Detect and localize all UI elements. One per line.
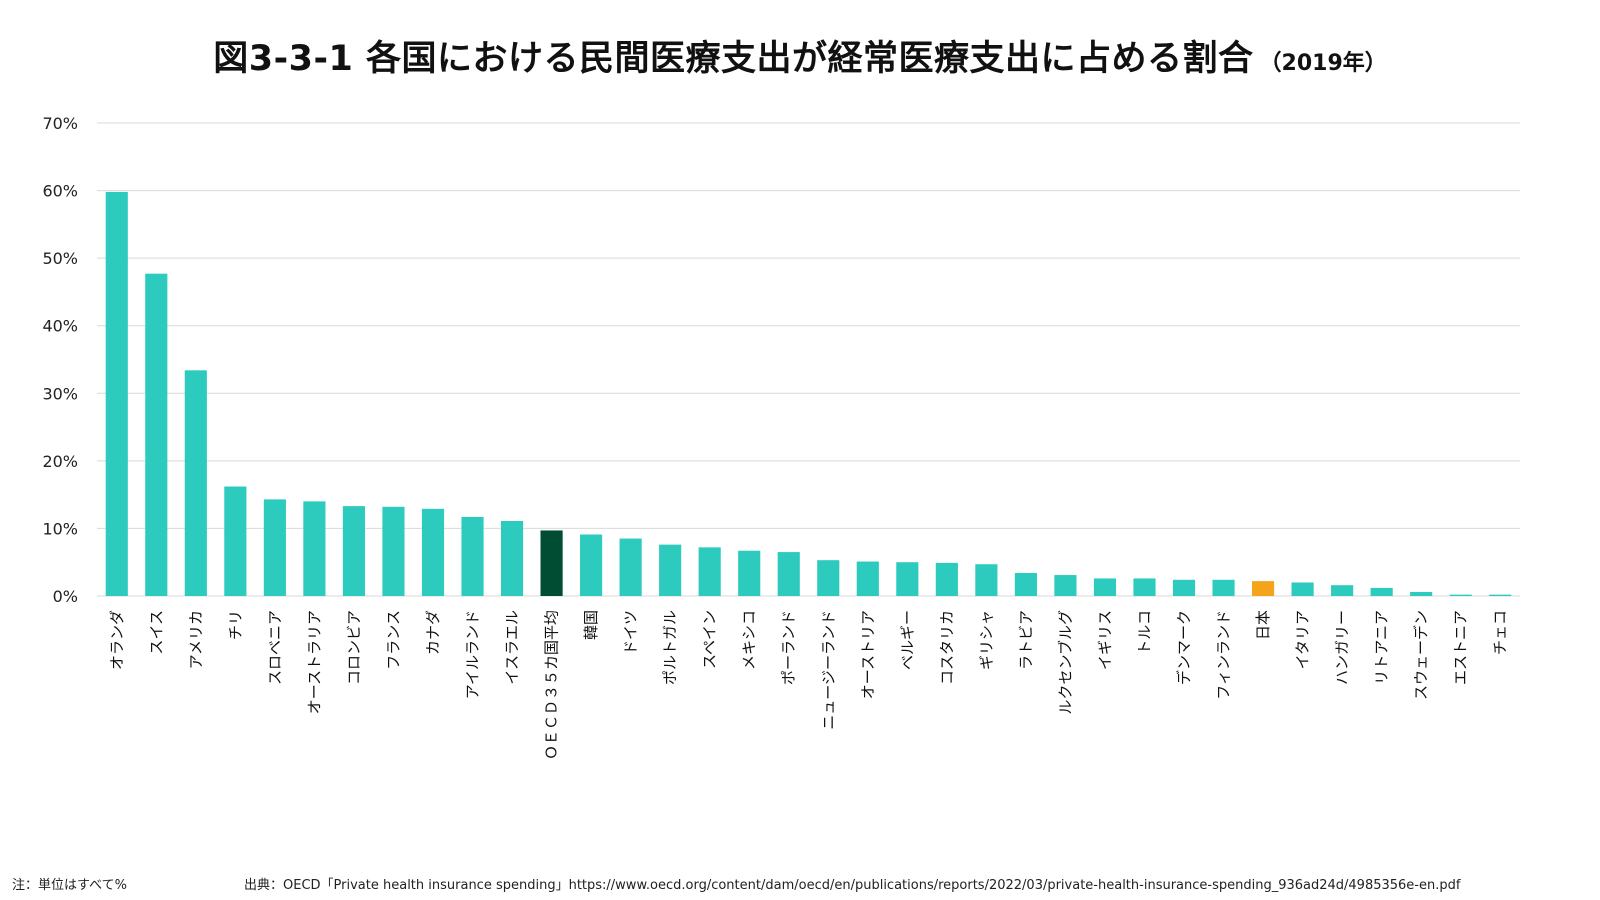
x-category-label: イタリア	[1294, 610, 1312, 669]
chart-title-main: 図3-3-1 各国における民間医療支出が経常医療支出に占める割合	[213, 39, 1254, 79]
x-category-label: リトアニア	[1373, 610, 1391, 685]
bar	[659, 544, 682, 596]
x-category-label: オランダ	[108, 610, 126, 670]
bar	[856, 561, 879, 596]
x-category-label: イギリス	[1096, 610, 1114, 670]
bar	[935, 562, 958, 596]
x-category-label: 韓国	[582, 610, 600, 640]
bar	[1370, 587, 1393, 596]
source-note: 出典：OECD「Private health insurance spendin…	[244, 878, 1461, 893]
x-category-label: アイルランド	[464, 610, 482, 699]
x-category-label: ハンガリー	[1333, 610, 1351, 685]
x-category-label: メキシコ	[740, 610, 758, 670]
bar	[738, 550, 761, 596]
x-category-label: ニュージーランド	[819, 610, 837, 730]
x-category-label: ポルトガル	[661, 610, 679, 685]
x-category-label: カナダ	[424, 610, 442, 655]
bar	[1212, 579, 1235, 596]
x-category-label: チリ	[226, 610, 244, 640]
y-tick-label: 70%	[42, 114, 78, 133]
chart-title: 図3-3-1 各国における民間医療支出が経常医療支出に占める割合 （2019年）	[0, 30, 1600, 81]
x-category-label: スイス	[147, 610, 165, 655]
bar	[1410, 591, 1433, 596]
unit-note: 注：単位はすべて%	[12, 878, 127, 893]
x-category-label: オーストラリア	[305, 610, 323, 714]
bar	[1133, 578, 1156, 596]
bar	[777, 552, 800, 596]
bar	[421, 508, 445, 596]
bar	[105, 191, 128, 596]
x-category-label: ドイツ	[622, 610, 640, 655]
x-category-label: トルコ	[1135, 610, 1153, 655]
bar	[1172, 579, 1196, 596]
bar	[145, 273, 168, 596]
bar	[1093, 578, 1117, 596]
x-category-label: ラトビア	[1017, 610, 1035, 670]
bar	[817, 560, 840, 596]
y-tick-label: 10%	[42, 519, 78, 538]
bar	[342, 506, 365, 596]
bar-chart: 0% 10% 20% 30% 40% 50% 60% 70% オランダ スイス アメリカ チリ スロベ…	[42, 114, 1520, 760]
y-tick-label: 60%	[42, 182, 78, 201]
bar	[975, 564, 998, 596]
x-category-label: コロンビア	[345, 610, 363, 685]
x-category-label: スロベニア	[266, 610, 284, 685]
x-category-label: 日本	[1254, 610, 1272, 640]
y-tick-label: 0%	[53, 587, 78, 606]
y-tick-label: 50%	[42, 249, 78, 268]
bar	[619, 538, 642, 596]
bar	[1252, 581, 1275, 596]
bar	[1291, 582, 1314, 596]
bar	[1054, 575, 1077, 596]
x-category-label: エストニア	[1452, 610, 1470, 685]
bar	[1331, 585, 1354, 596]
y-tick-label: 20%	[42, 452, 78, 471]
bar	[580, 534, 603, 596]
x-category-label: ギリシャ	[977, 610, 995, 670]
x-category-label: オーストリア	[859, 610, 877, 699]
bar	[184, 370, 207, 596]
x-category-label: フィンランド	[1215, 610, 1233, 700]
x-category-label: スウェーデン	[1412, 610, 1430, 700]
bar	[461, 516, 484, 596]
x-category-label: ルクセンブルグ	[1056, 610, 1074, 715]
bar	[698, 547, 721, 596]
x-category-label: アメリカ	[187, 610, 205, 669]
y-axis-ticks: 0% 10% 20% 30% 40% 50% 60% 70%	[42, 114, 78, 606]
bar	[540, 530, 563, 596]
bar	[500, 520, 524, 596]
bar	[382, 506, 405, 596]
x-category-label: フランス	[384, 610, 402, 670]
bar	[1014, 573, 1037, 596]
x-category-label: デンマーク	[1175, 610, 1193, 685]
x-category-label: ＯＥＣＤ３５カ国平均	[543, 610, 561, 760]
bar	[1489, 594, 1512, 596]
bars	[105, 191, 1512, 596]
x-category-label: コスタリカ	[938, 610, 956, 685]
bar	[303, 501, 326, 596]
bar	[1449, 594, 1472, 596]
x-axis-labels: オランダ スイス アメリカ チリ スロベニア オーストラリア コロンビア フランス カナダ アイル…	[108, 610, 1509, 760]
x-category-label: ベルギー	[898, 610, 916, 670]
x-category-label: スペイン	[701, 610, 719, 669]
x-category-label: ポーランド	[780, 610, 798, 685]
y-tick-label: 30%	[42, 384, 78, 403]
grid-lines	[97, 122, 1520, 597]
chart-title-year: （2019年）	[1259, 51, 1387, 76]
bar	[224, 486, 247, 596]
bar	[896, 562, 919, 596]
x-category-label: イスラエル	[503, 610, 521, 685]
y-tick-label: 40%	[42, 317, 78, 336]
x-category-label: チェコ	[1491, 610, 1509, 655]
bar	[263, 499, 286, 596]
